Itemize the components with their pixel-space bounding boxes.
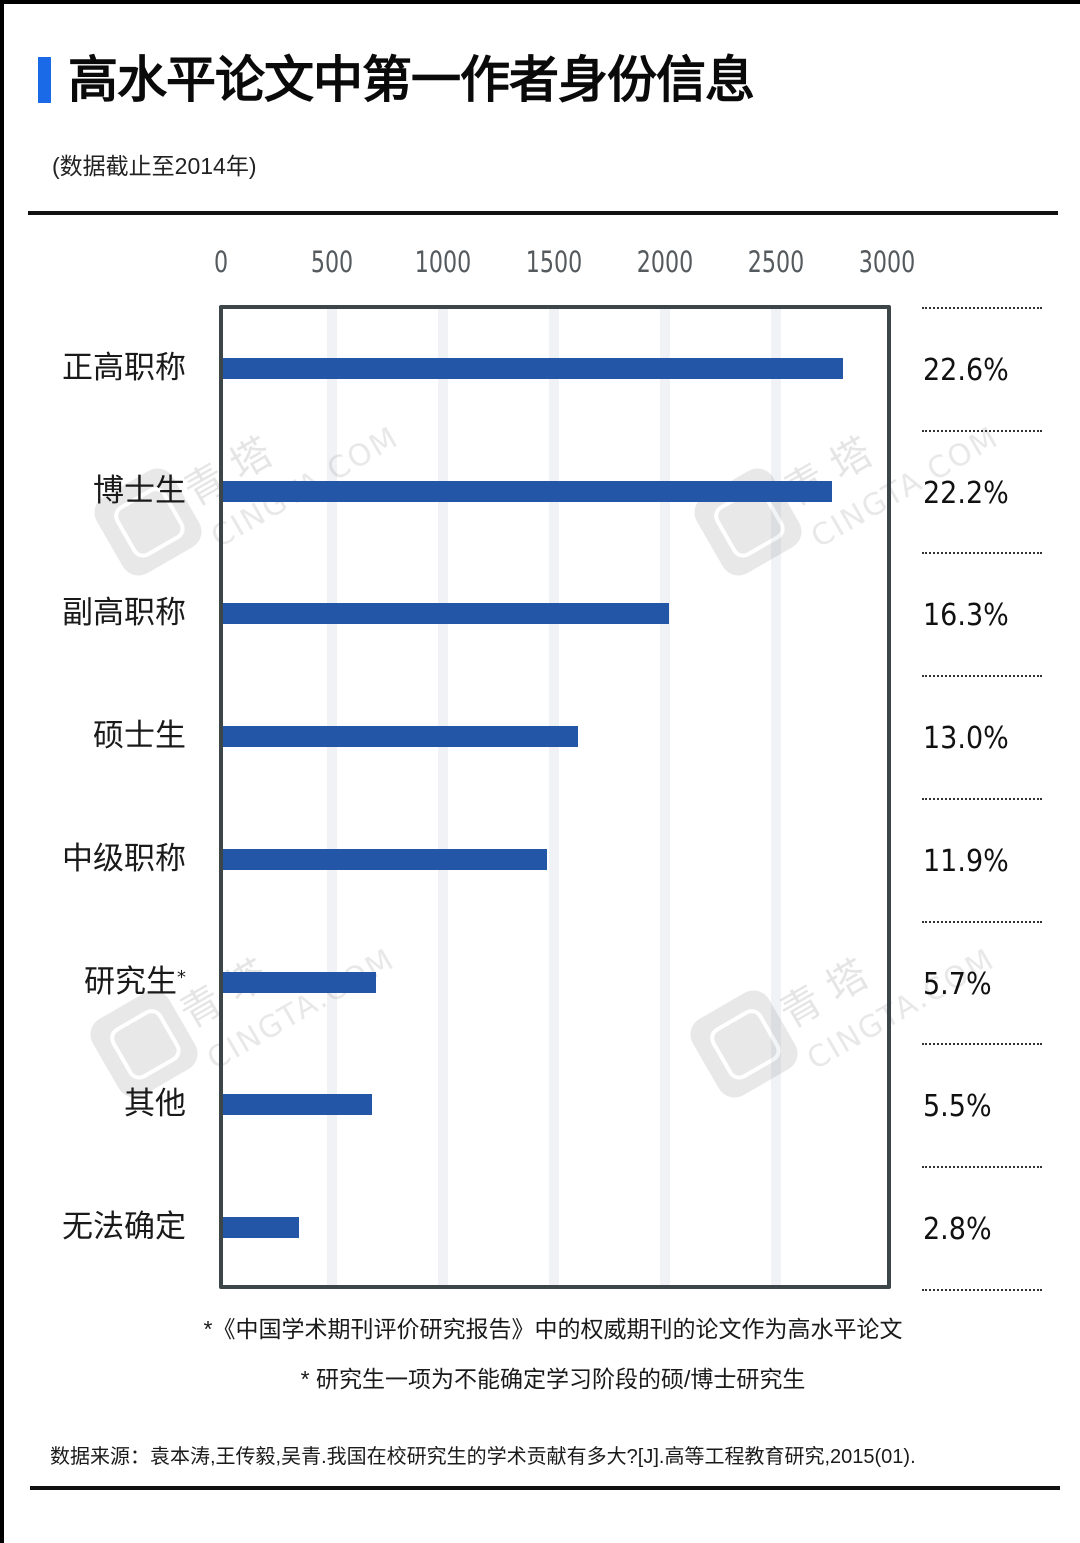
category-label: 硕士生: [93, 716, 186, 756]
gridline: [549, 309, 559, 1285]
category-label-text: 副高职称: [62, 595, 186, 632]
category-label-text: 其他: [124, 1086, 186, 1123]
dotted-separator: [922, 1043, 1042, 1046]
category-label-text: 无法确定: [62, 1208, 186, 1245]
dotted-separator: [922, 1288, 1042, 1291]
image-frame-left: [0, 0, 4, 1543]
bar: [223, 726, 579, 748]
dotted-separator: [922, 552, 1042, 555]
header-divider: [28, 211, 1058, 215]
category-label-text: 硕士生: [93, 718, 186, 755]
category-label: 博士生: [93, 471, 186, 511]
gridline: [327, 309, 337, 1285]
percent-label: 11.9%: [923, 843, 1009, 879]
percent-label: 22.2%: [923, 475, 1009, 511]
footer-divider: [30, 1486, 1060, 1490]
footnote-2: * 研究生一项为不能确定学习阶段的硕/博士研究生: [300, 1366, 806, 1392]
chart-title: 高水平论文中第一作者身份信息: [68, 51, 755, 109]
bar: [223, 971, 377, 993]
bar: [223, 1094, 372, 1116]
x-tick-label: 2000: [636, 245, 694, 279]
dotted-separator: [922, 1165, 1042, 1168]
footnote-marker: *: [177, 966, 186, 988]
bar: [223, 480, 832, 502]
percent-label: 5.5%: [923, 1089, 992, 1125]
gridline: [660, 309, 670, 1285]
data-source: 数据来源：袁本涛,王传毅,吴青.我国在校研究生的学术贡献有多大?[J].高等工程…: [50, 1446, 916, 1468]
dotted-separator: [922, 675, 1042, 678]
dotted-separator: [922, 797, 1042, 800]
gridline: [438, 309, 448, 1285]
category-label-text: 博士生: [93, 472, 186, 509]
x-tick-label: 3000: [858, 245, 916, 279]
bar: [223, 358, 843, 379]
title-accent-bar: [38, 57, 51, 103]
x-tick-label: 0: [213, 245, 229, 279]
image-frame-top: [0, 0, 1080, 4]
x-tick-label: 500: [310, 245, 354, 279]
dotted-separator: [922, 429, 1042, 432]
category-label: 其他: [124, 1084, 186, 1124]
category-label-text: 中级职称: [62, 840, 186, 877]
category-label-text: 正高职称: [62, 350, 186, 386]
x-tick-label: 1500: [525, 245, 583, 279]
percent-label: 13.0%: [923, 721, 1009, 757]
chart-subtitle: (数据截止至2014年): [52, 153, 257, 179]
bar: [223, 848, 548, 870]
plot-area: [219, 305, 891, 1289]
bar: [223, 603, 670, 625]
percent-label: 22.6%: [923, 353, 1009, 388]
category-label: 副高职称: [62, 593, 186, 633]
category-label-text: 研究生: [84, 963, 177, 1000]
footnote-1: *《中国学术期刊评价研究报告》中的权威期刊的论文作为高水平论文: [203, 1316, 903, 1342]
x-tick-label: 1000: [414, 245, 472, 279]
category-label: 中级职称: [62, 839, 186, 879]
category-label: 正高职称: [62, 348, 186, 388]
gridline: [771, 309, 781, 1285]
bar: [223, 1216, 299, 1238]
percent-label: 16.3%: [923, 598, 1009, 634]
percent-label: 5.7%: [923, 966, 992, 1002]
percent-label: 2.8%: [923, 1211, 992, 1247]
dotted-separator: [922, 920, 1042, 923]
category-label: 无法确定: [62, 1207, 186, 1247]
x-tick-label: 2500: [747, 245, 805, 279]
dotted-separator: [922, 307, 1042, 309]
category-label: 研究生*: [84, 962, 186, 1002]
